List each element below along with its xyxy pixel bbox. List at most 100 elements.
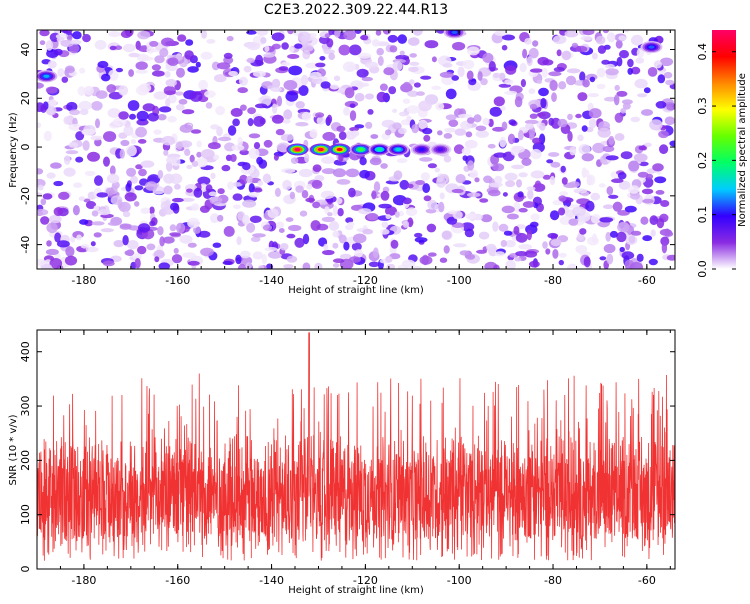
- y-tick-label: -40: [19, 236, 32, 254]
- spectrogram-cell: [467, 160, 475, 171]
- spectrogram-cell: [603, 243, 616, 254]
- spectrogram-cell: [560, 165, 566, 173]
- spectrogram-cell: [402, 81, 412, 92]
- spectrogram-peak: [294, 147, 301, 152]
- spectrogram-cell: [412, 30, 423, 36]
- spectrogram-cell: [287, 54, 300, 59]
- spectrogram-cell: [388, 86, 397, 95]
- spectrogram-cell: [587, 236, 599, 246]
- spectrogram-cell: [614, 133, 625, 141]
- spectrogram-cell: [142, 103, 156, 112]
- spectrogram-cell: [138, 168, 147, 177]
- spectrogram-cell: [76, 234, 82, 241]
- spectrogram-cell: [343, 30, 357, 41]
- spectrogram-cell: [414, 232, 423, 238]
- colorbar: 0.0 0.1 0.2 0.3 0.4 Normalized spectral ampl…: [696, 30, 748, 278]
- spectrogram-cell: [513, 201, 521, 213]
- spectrogram-cell: [486, 243, 497, 252]
- spectrogram-cell: [608, 194, 619, 199]
- spectrogram-cell: [246, 175, 253, 184]
- spectrogram-cell: [462, 59, 475, 70]
- spectrogram-cell: [614, 84, 620, 91]
- spectrogram-cell: [557, 118, 568, 128]
- spectrogram-cell: [115, 67, 123, 73]
- spectrogram-cell: [306, 183, 313, 190]
- spectrogram-cell: [212, 242, 222, 248]
- spectrogram-cell: [42, 193, 53, 200]
- spectrogram-cell: [198, 79, 209, 91]
- spectrogram-cell: [65, 65, 75, 74]
- spectrogram-cell: [94, 39, 107, 50]
- spectrogram-cell: [354, 30, 362, 34]
- spectrogram-cell: [565, 75, 577, 86]
- spectrogram-cell: [406, 115, 412, 123]
- spectrogram-cell: [118, 85, 129, 96]
- spectrogram-cell: [159, 47, 169, 58]
- spectrogram-cell: [598, 183, 606, 188]
- spectrogram-cell: [118, 201, 131, 213]
- spectrogram-cell: [162, 236, 175, 244]
- spectrogram-cell: [233, 204, 241, 210]
- spectrogram-cell: [63, 167, 76, 177]
- spectrogram-cell: [47, 60, 57, 69]
- spectrogram-cell: [46, 240, 52, 247]
- spectrogram-frame: [36, 29, 676, 270]
- spectrogram-cell: [189, 91, 203, 102]
- spectrogram-cell: [482, 52, 494, 64]
- spectrogram-cell: [289, 191, 296, 200]
- spectrogram-cell: [240, 250, 251, 259]
- spectrogram-cell: [583, 256, 591, 268]
- x-tick-label: -100: [447, 274, 472, 287]
- spectrogram-cell: [126, 240, 139, 250]
- spectrogram-cell: [411, 124, 420, 134]
- spectrogram-cell: [644, 142, 652, 147]
- x-tick-label: -160: [165, 574, 190, 587]
- spectrogram-cell: [603, 204, 614, 209]
- spectrogram-cell: [176, 67, 185, 78]
- spectrogram-peak: [648, 45, 655, 49]
- spectrogram-cell: [530, 148, 542, 160]
- spectrogram-cell: [517, 191, 524, 198]
- spectrogram-cell: [255, 103, 268, 109]
- spectrogram-cell: [476, 249, 487, 254]
- spectrogram-cell: [139, 83, 152, 93]
- spectrogram-cell: [106, 84, 117, 93]
- spectrogram-cell: [494, 175, 503, 184]
- spectrogram-cell: [548, 71, 562, 77]
- spectrogram-cell: [590, 214, 601, 224]
- spectrogram-cell: [424, 40, 439, 49]
- spectrogram-cell: [87, 151, 100, 162]
- spectrogram-cell: [257, 180, 264, 186]
- spectrogram-cell: [185, 39, 194, 46]
- spectrogram-cell: [109, 45, 117, 51]
- spectrogram-cell: [466, 117, 475, 124]
- spectrogram-cell: [157, 226, 164, 236]
- spectrogram-cell: [536, 112, 546, 117]
- spectrogram-cell: [649, 215, 659, 226]
- colorbar-label: Normalized spectral amplitude: [737, 73, 748, 227]
- x-tick-label: -80: [544, 574, 562, 587]
- spectrogram-cell: [427, 199, 438, 210]
- spectrogram-cell: [320, 190, 335, 199]
- spectrogram-cell: [37, 122, 42, 129]
- spectrogram-cell: [324, 206, 330, 215]
- spectrogram-peak: [336, 147, 343, 152]
- spectrogram-cell: [407, 90, 419, 97]
- spectrogram-cell: [561, 50, 572, 61]
- spectrogram-cell: [622, 102, 631, 110]
- spectrogram-cell: [103, 156, 110, 167]
- spectrogram-cell: [406, 183, 414, 189]
- spectrogram-cell: [40, 216, 50, 225]
- spectrogram-cell: [149, 206, 155, 215]
- spectrogram-cell: [208, 142, 221, 150]
- spectrogram-cell: [184, 50, 194, 60]
- spectrogram-peak: [317, 147, 324, 152]
- spectrogram-cell: [154, 55, 165, 64]
- spectrogram-cell: [82, 34, 91, 43]
- spectrogram-cell: [169, 224, 177, 232]
- spectrogram-cell: [532, 40, 539, 47]
- spectrogram-x-label: Height of straight line (km): [288, 285, 424, 296]
- spectrogram-cell: [516, 179, 522, 188]
- spectrogram-cell: [230, 154, 237, 162]
- spectrogram-cell: [271, 103, 278, 114]
